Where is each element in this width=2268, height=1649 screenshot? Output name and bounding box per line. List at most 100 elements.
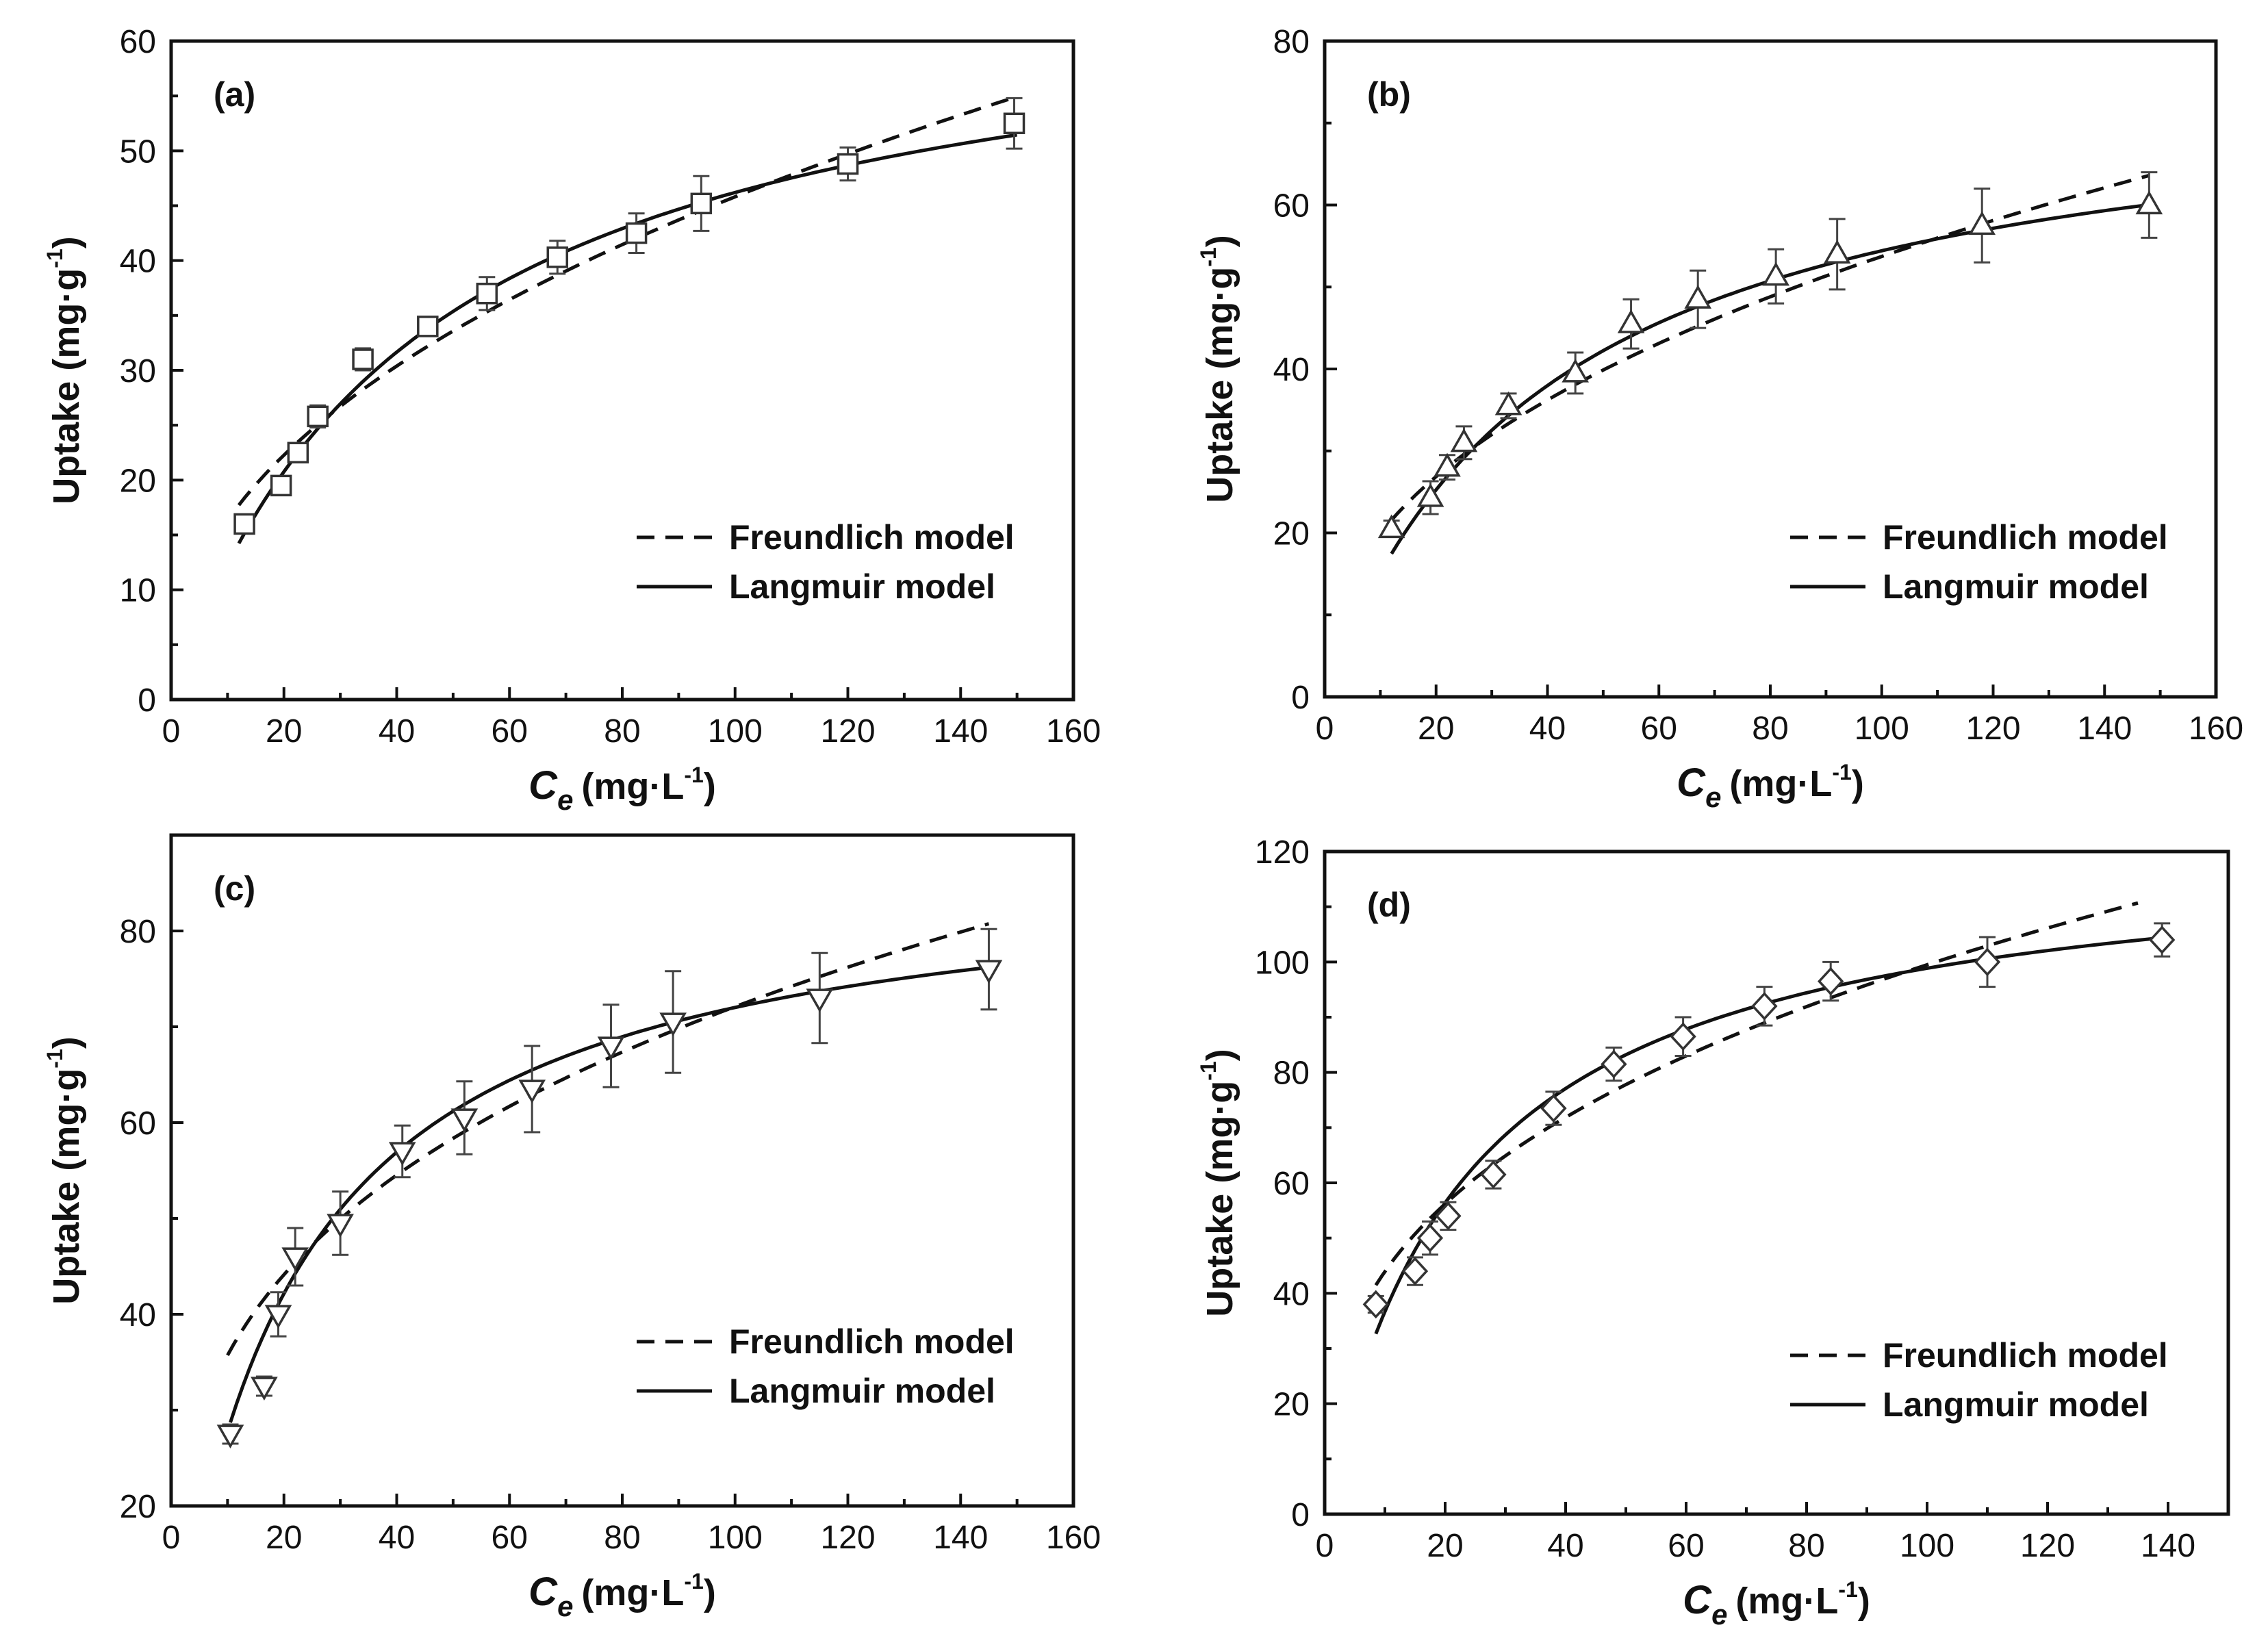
x-axis-title: Ce (mg·L-1) [528, 1569, 716, 1622]
x-tick-label: 120 [2020, 1528, 2075, 1564]
data-point [1762, 261, 1789, 286]
x-tick-label: 20 [266, 713, 302, 750]
legend-langmuir-label: Langmuir model [1883, 1385, 2149, 1424]
data-point [216, 1424, 244, 1449]
data-point [1968, 211, 1996, 235]
x-tick-label: 80 [604, 1520, 640, 1556]
y-axis-title: Uptake (mg·g-1) [1196, 235, 1240, 502]
y-tick-label: 60 [120, 24, 156, 60]
x-tick-label: 80 [1752, 711, 1788, 747]
y-tick-label: 100 [1255, 945, 1310, 981]
x-tick-label: 20 [266, 1520, 302, 1556]
x-tick-label: 60 [1668, 1528, 1704, 1564]
data-point [2149, 925, 2176, 954]
data-point [518, 1079, 546, 1104]
data-point [281, 1247, 309, 1272]
data-point [1974, 947, 2001, 977]
data-point [659, 1012, 687, 1037]
data-point [1494, 391, 1522, 416]
data-point [546, 246, 569, 268]
data-point [264, 1305, 292, 1329]
legend-freundlich-label: Freundlich model [1883, 1336, 2168, 1375]
x-tick-label: 140 [2077, 711, 2132, 747]
freundlich-fit-line [1374, 901, 2139, 1286]
x-tick-label: 60 [492, 713, 528, 750]
y-tick-label: 40 [120, 244, 156, 280]
y-tick-label: 20 [1273, 1387, 1310, 1423]
x-tick-label: 140 [933, 1520, 988, 1556]
data-point [1416, 1223, 1444, 1253]
y-axis-title: Uptake (mg·g-1) [1196, 1049, 1240, 1316]
y-axis-title: Uptake (mg·g-1) [42, 1036, 87, 1304]
x-tick-label: 120 [820, 713, 875, 750]
legend-freundlich-label: Freundlich model [729, 1322, 1015, 1361]
langmuir-fit-line [237, 133, 1017, 545]
data-point [1434, 452, 1461, 477]
y-tick-label: 50 [120, 133, 156, 170]
panel-b-chart: 0 20 40 60 80 100 120 140 160 0 20 40 60 80 (b) Ce (mg·L… [1196, 24, 2243, 813]
data-point [1751, 992, 1778, 1021]
x-tick-label: 120 [1965, 711, 2020, 747]
x-tick-label: 100 [708, 713, 763, 750]
data-point [597, 1036, 625, 1061]
x-tick-label: 100 [708, 1520, 763, 1556]
y-tick-label: 80 [1273, 1056, 1310, 1092]
freundlich-fit-line [1390, 173, 2150, 522]
y-axis-title: Uptake (mg·g-1) [42, 236, 87, 504]
langmuir-fit-line [1390, 203, 2150, 555]
y-tick-label: 40 [1273, 352, 1310, 388]
x-tick-label: 140 [2141, 1528, 2195, 1564]
data-point [287, 442, 309, 463]
y-tick-label: 0 [1291, 680, 1310, 716]
legend: Freundlich model Langmuir model [637, 1322, 1015, 1410]
data-point [1684, 285, 1712, 309]
legend-freundlich-label: Freundlich model [1883, 518, 2168, 557]
x-tick-label: 160 [1046, 1520, 1101, 1556]
y-tick-label: 30 [120, 353, 156, 389]
y-tick-label: 120 [1255, 834, 1310, 871]
data-point [417, 316, 439, 337]
data-point [307, 405, 329, 428]
y-tick-label: 60 [120, 1105, 156, 1142]
y-tick-label: 60 [1273, 1166, 1310, 1202]
x-tick-label: 80 [604, 713, 640, 750]
data-point [1823, 240, 1851, 264]
x-axis-title: Ce (mg·L-1) [1677, 760, 1864, 813]
data-point [1435, 1201, 1462, 1231]
x-tick-label: 160 [2189, 711, 2243, 747]
data-point [1818, 967, 1844, 996]
data-point [1401, 1257, 1429, 1286]
data-point [352, 348, 374, 370]
data-point [1377, 514, 1405, 539]
y-tick-label: 20 [120, 1489, 156, 1525]
data-point [1617, 309, 1645, 333]
x-tick-label: 160 [1046, 713, 1101, 750]
y-tick-label: 60 [1273, 188, 1310, 225]
y-tick-label: 0 [1291, 1497, 1310, 1533]
y-tick-label: 20 [1273, 516, 1310, 552]
data-point [1670, 1022, 1696, 1051]
x-tick-label: 40 [1529, 711, 1566, 747]
y-tick-label: 40 [1273, 1276, 1310, 1312]
x-tick-label: 20 [1418, 711, 1454, 747]
x-tick-label: 120 [820, 1520, 875, 1556]
panel-label: (a) [214, 75, 255, 114]
legend-langmuir-label: Langmuir model [729, 567, 995, 606]
x-tick-label: 40 [1547, 1528, 1583, 1564]
data-point [450, 1108, 479, 1133]
x-tick-label: 40 [379, 713, 415, 750]
data-point [690, 192, 713, 215]
x-tick-label: 0 [162, 713, 181, 750]
data-point [1362, 1290, 1389, 1319]
x-tick-label: 20 [1427, 1528, 1463, 1564]
panel-a-chart: 0 20 40 60 80 100 120 140 160 0 10 20 30 40 50 60 (a) Ce(… [42, 24, 1101, 816]
legend: Freundlich model Langmuir model [637, 518, 1015, 606]
y-tick-label: 40 [120, 1297, 156, 1333]
x-tick-label: 0 [1316, 1528, 1334, 1564]
x-tick-label: 80 [1788, 1528, 1824, 1564]
y-tick-label: 80 [1273, 24, 1310, 60]
data-point [251, 1377, 278, 1401]
legend-langmuir-label: Langmuir model [1883, 567, 2149, 606]
